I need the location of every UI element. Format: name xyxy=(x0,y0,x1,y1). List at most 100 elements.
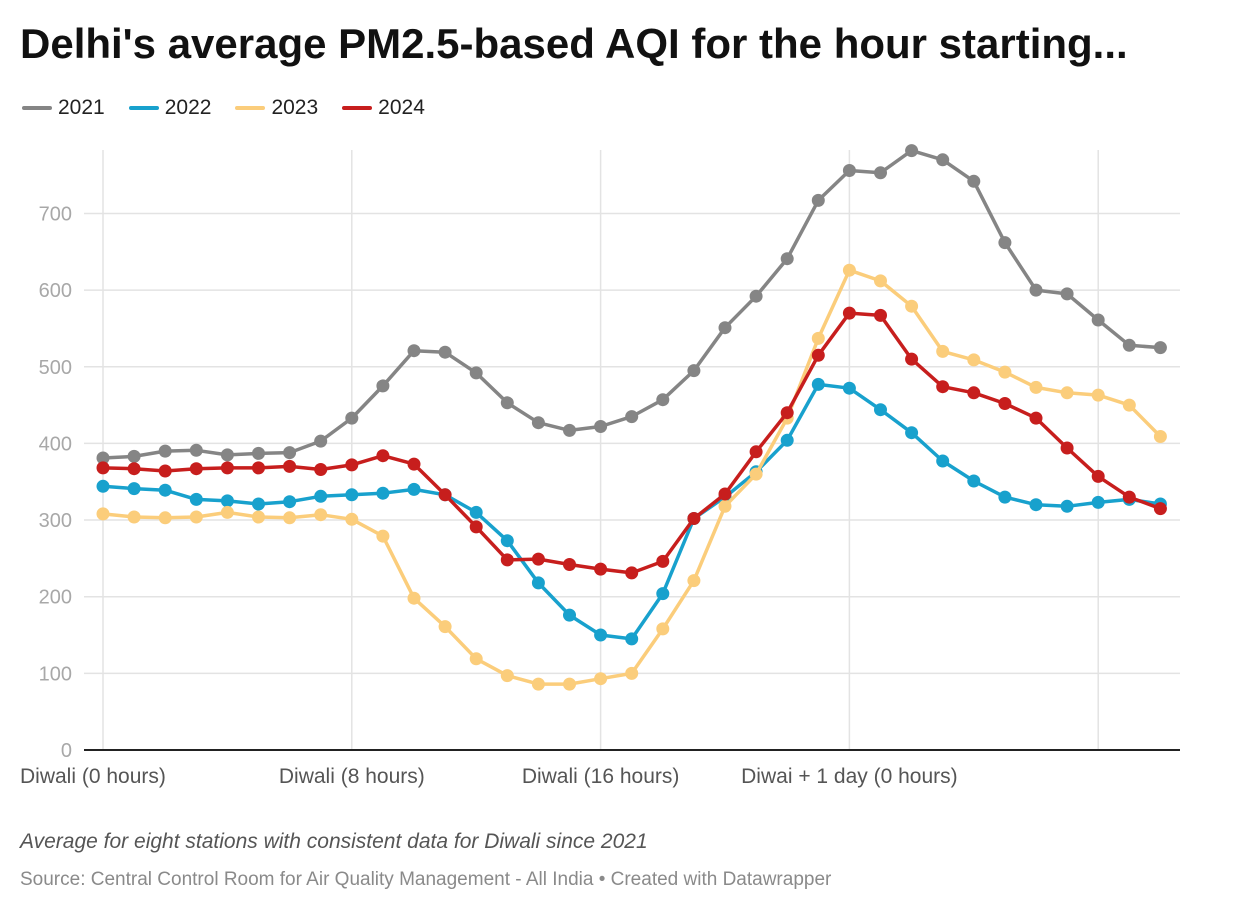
data-point-2023-26 xyxy=(905,299,919,313)
data-point-2023-32 xyxy=(1091,388,1105,402)
data-point-2024-6 xyxy=(283,459,297,473)
legend-swatch-2023 xyxy=(235,106,266,110)
data-point-2024-19 xyxy=(687,512,701,525)
legend-swatch-2022 xyxy=(128,106,159,110)
legend-swatch-2021 xyxy=(22,106,52,110)
data-point-2024-21 xyxy=(749,445,763,459)
data-point-2021-0 xyxy=(96,451,110,465)
data-point-2021-3 xyxy=(189,443,203,457)
legend-label-2023: 2023 xyxy=(271,96,319,119)
series-2021 xyxy=(96,144,1167,465)
data-point-2023-28 xyxy=(967,353,981,367)
line-chart: 0 100 200 300 400 500 600 700 Diwali (0 hours) Di… xyxy=(20,144,1180,788)
data-point-2022-13 xyxy=(500,534,514,548)
data-point-2021-7 xyxy=(314,434,328,448)
y-tick-label-200: 200 xyxy=(39,587,72,609)
data-point-2023-33 xyxy=(1122,398,1136,412)
data-point-2021-32 xyxy=(1091,313,1105,327)
data-point-2024-13 xyxy=(500,553,514,567)
data-point-2023-27 xyxy=(936,344,950,358)
data-point-2021-9 xyxy=(376,379,390,393)
data-point-2023-34 xyxy=(1153,430,1167,443)
data-point-2022-7 xyxy=(314,489,328,503)
data-point-2023-30 xyxy=(1029,380,1043,394)
y-tick-label-500: 500 xyxy=(39,357,72,379)
data-point-2024-12 xyxy=(469,520,483,534)
y-tick-label-300: 300 xyxy=(39,510,72,532)
data-point-2022-14 xyxy=(531,576,545,590)
data-point-2021-24 xyxy=(842,164,856,177)
data-point-2023-15 xyxy=(563,677,576,691)
data-point-2023-5 xyxy=(252,510,265,524)
series-layer xyxy=(96,144,1167,691)
data-point-2022-23 xyxy=(811,377,825,391)
x-tick-label-24: Diwai + 1 day (0 hours) xyxy=(741,765,958,788)
data-point-2023-16 xyxy=(594,672,608,686)
data-point-2024-22 xyxy=(780,406,794,420)
x-tick-label-16: Diwali (16 hours) xyxy=(522,765,680,788)
chart-footer: Source: Central Control Room for Air Qua… xyxy=(20,869,832,890)
y-tick-label-400: 400 xyxy=(39,433,72,455)
legend-item-2024: 2024 xyxy=(342,96,425,120)
y-tick-label-100: 100 xyxy=(39,663,72,685)
data-point-2023-17 xyxy=(625,666,639,680)
data-point-2022-0 xyxy=(96,479,110,493)
data-point-2023-7 xyxy=(314,508,328,522)
data-point-2022-2 xyxy=(158,483,172,497)
data-point-2024-10 xyxy=(407,457,421,471)
data-point-2024-8 xyxy=(345,458,359,472)
data-point-2024-2 xyxy=(158,464,172,478)
data-point-2022-18 xyxy=(656,587,670,601)
data-point-2021-6 xyxy=(283,446,297,460)
data-point-2024-17 xyxy=(625,566,639,580)
data-point-2022-30 xyxy=(1029,498,1043,512)
data-point-2021-22 xyxy=(780,252,794,266)
data-point-2022-8 xyxy=(345,488,359,502)
data-point-2021-8 xyxy=(345,411,359,425)
data-point-2022-12 xyxy=(469,505,483,519)
chart-legend: 2021 2022 2023 2024 xyxy=(22,96,449,120)
data-point-2023-31 xyxy=(1060,386,1074,400)
data-point-2022-31 xyxy=(1060,499,1074,513)
data-point-2021-4 xyxy=(220,448,234,462)
data-point-2022-5 xyxy=(252,497,265,511)
data-point-2021-15 xyxy=(563,423,576,437)
data-point-2022-15 xyxy=(563,608,576,622)
series-line-2023 xyxy=(101,268,1163,686)
grid-layer xyxy=(84,150,1180,750)
x-tick-label-0: Diwali (0 hours) xyxy=(20,765,166,788)
data-point-2023-23 xyxy=(811,331,825,345)
data-point-2024-33 xyxy=(1122,490,1136,504)
data-point-2021-13 xyxy=(500,396,514,410)
data-point-2024-29 xyxy=(998,397,1012,410)
data-point-2021-17 xyxy=(625,410,639,424)
data-point-2024-7 xyxy=(314,463,328,476)
data-point-2023-11 xyxy=(438,620,452,634)
legend-item-2022: 2022 xyxy=(128,96,212,120)
chart-title: Delhi's average PM2.5-based AQI for the … xyxy=(20,20,1128,67)
series-2023 xyxy=(96,263,1167,691)
data-point-2022-24 xyxy=(842,381,856,395)
data-point-2021-31 xyxy=(1060,287,1074,301)
data-point-2023-21 xyxy=(749,467,763,481)
data-point-2024-27 xyxy=(936,380,950,394)
legend-label-2024: 2024 xyxy=(378,96,425,119)
data-point-2024-20 xyxy=(718,487,732,501)
data-point-2023-25 xyxy=(874,274,887,288)
data-point-2024-28 xyxy=(967,386,981,400)
data-point-2024-24 xyxy=(842,306,856,320)
data-point-2022-4 xyxy=(220,494,234,508)
data-point-2022-29 xyxy=(998,490,1012,504)
data-point-2023-9 xyxy=(376,529,390,543)
data-point-2024-16 xyxy=(594,562,608,576)
data-point-2021-12 xyxy=(469,366,483,380)
data-point-2023-14 xyxy=(531,677,545,691)
data-point-2021-21 xyxy=(749,289,763,303)
data-point-2024-34 xyxy=(1153,502,1167,516)
legend-item-2023: 2023 xyxy=(235,96,318,120)
data-point-2023-20 xyxy=(718,499,732,513)
legend-label-2022: 2022 xyxy=(164,96,212,119)
data-point-2021-20 xyxy=(718,321,732,335)
data-point-2023-0 xyxy=(96,507,110,521)
data-point-2021-19 xyxy=(687,364,701,378)
